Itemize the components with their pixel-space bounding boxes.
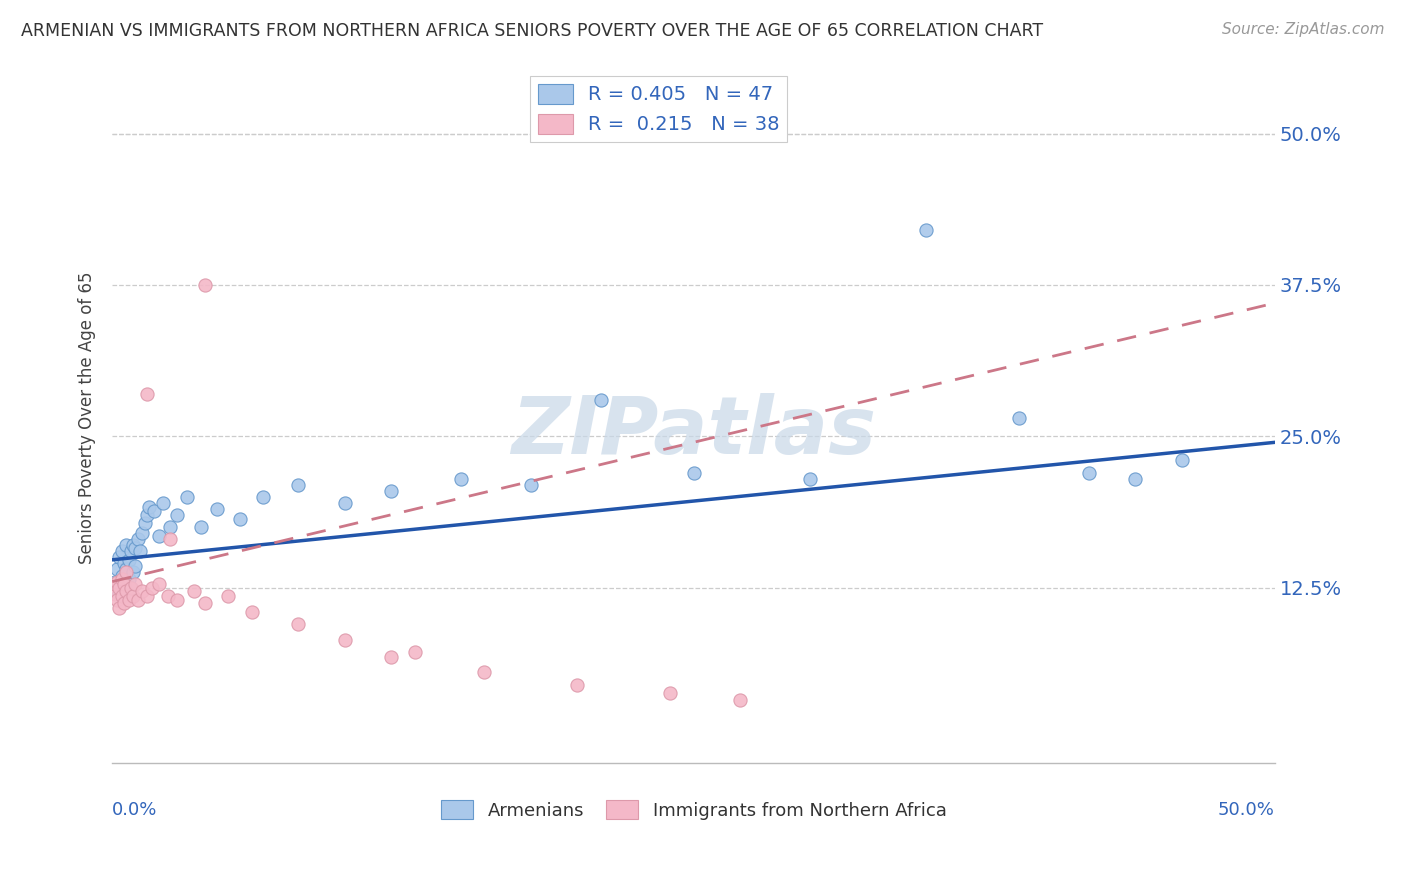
Point	[105, 592, 128, 607]
Point	[380, 483, 402, 498]
Point	[112, 577, 135, 591]
Point	[122, 589, 145, 603]
Point	[138, 500, 160, 514]
Point	[115, 565, 138, 579]
Legend: R = 0.405   N = 47, R =  0.215   N = 38: R = 0.405 N = 47, R = 0.215 N = 38	[530, 76, 787, 142]
Point	[112, 596, 135, 610]
Point	[472, 665, 495, 680]
Point	[136, 508, 159, 522]
Point	[799, 472, 821, 486]
Point	[108, 581, 131, 595]
Point	[159, 520, 181, 534]
Point	[136, 589, 159, 603]
Point	[115, 538, 138, 552]
Point	[915, 223, 938, 237]
Point	[136, 387, 159, 401]
Point	[152, 496, 174, 510]
Point	[159, 532, 181, 546]
Point	[105, 562, 128, 576]
Point	[450, 472, 472, 486]
Point	[110, 572, 132, 586]
Point	[176, 490, 198, 504]
Point	[240, 605, 263, 619]
Point	[148, 577, 170, 591]
Point	[122, 538, 145, 552]
Point	[218, 589, 240, 603]
Point	[183, 584, 205, 599]
Point	[190, 520, 212, 534]
Text: 0.0%: 0.0%	[112, 801, 157, 819]
Point	[166, 508, 188, 522]
Point	[229, 511, 252, 525]
Point	[194, 277, 217, 292]
Point	[194, 596, 217, 610]
Point	[103, 577, 125, 591]
Point	[117, 592, 139, 607]
Point	[380, 649, 402, 664]
Point	[108, 550, 131, 565]
Point	[134, 516, 156, 531]
Point	[110, 544, 132, 558]
Point	[127, 592, 149, 607]
Point	[141, 581, 163, 595]
Point	[127, 532, 149, 546]
Point	[120, 581, 142, 595]
Point	[1123, 472, 1146, 486]
Point	[567, 677, 589, 691]
Point	[120, 581, 142, 595]
Point	[103, 574, 125, 589]
Text: Source: ZipAtlas.com: Source: ZipAtlas.com	[1222, 22, 1385, 37]
Point	[1077, 466, 1099, 480]
Point	[143, 504, 166, 518]
Text: ARMENIAN VS IMMIGRANTS FROM NORTHERN AFRICA SENIORS POVERTY OVER THE AGE OF 65 C: ARMENIAN VS IMMIGRANTS FROM NORTHERN AFR…	[21, 22, 1043, 40]
Point	[117, 553, 139, 567]
Point	[333, 496, 356, 510]
Text: ZIPatlas: ZIPatlas	[510, 392, 876, 471]
Point	[120, 544, 142, 558]
Point	[110, 589, 132, 603]
Point	[122, 565, 145, 579]
Point	[124, 541, 146, 555]
Point	[129, 544, 152, 558]
Point	[1008, 411, 1031, 425]
Point	[131, 584, 153, 599]
Point	[287, 617, 309, 632]
Point	[333, 632, 356, 647]
Point	[103, 587, 125, 601]
Point	[112, 557, 135, 571]
Point	[589, 392, 612, 407]
Point	[205, 502, 228, 516]
Point	[115, 562, 138, 576]
Point	[117, 572, 139, 586]
Point	[287, 477, 309, 491]
Point	[1171, 453, 1194, 467]
Point	[728, 693, 751, 707]
Point	[148, 528, 170, 542]
Point	[115, 584, 138, 599]
Point	[659, 686, 682, 700]
Point	[108, 601, 131, 615]
Point	[110, 568, 132, 582]
Point	[682, 466, 704, 480]
Text: 50.0%: 50.0%	[1218, 801, 1275, 819]
Point	[124, 577, 146, 591]
Point	[108, 587, 131, 601]
Point	[519, 477, 541, 491]
Point	[105, 574, 128, 589]
Point	[131, 526, 153, 541]
Y-axis label: Seniors Poverty Over the Age of 65: Seniors Poverty Over the Age of 65	[79, 272, 96, 565]
Point	[252, 490, 274, 504]
Point	[166, 592, 188, 607]
Point	[404, 645, 426, 659]
Point	[112, 577, 135, 591]
Point	[124, 558, 146, 573]
Point	[157, 589, 180, 603]
